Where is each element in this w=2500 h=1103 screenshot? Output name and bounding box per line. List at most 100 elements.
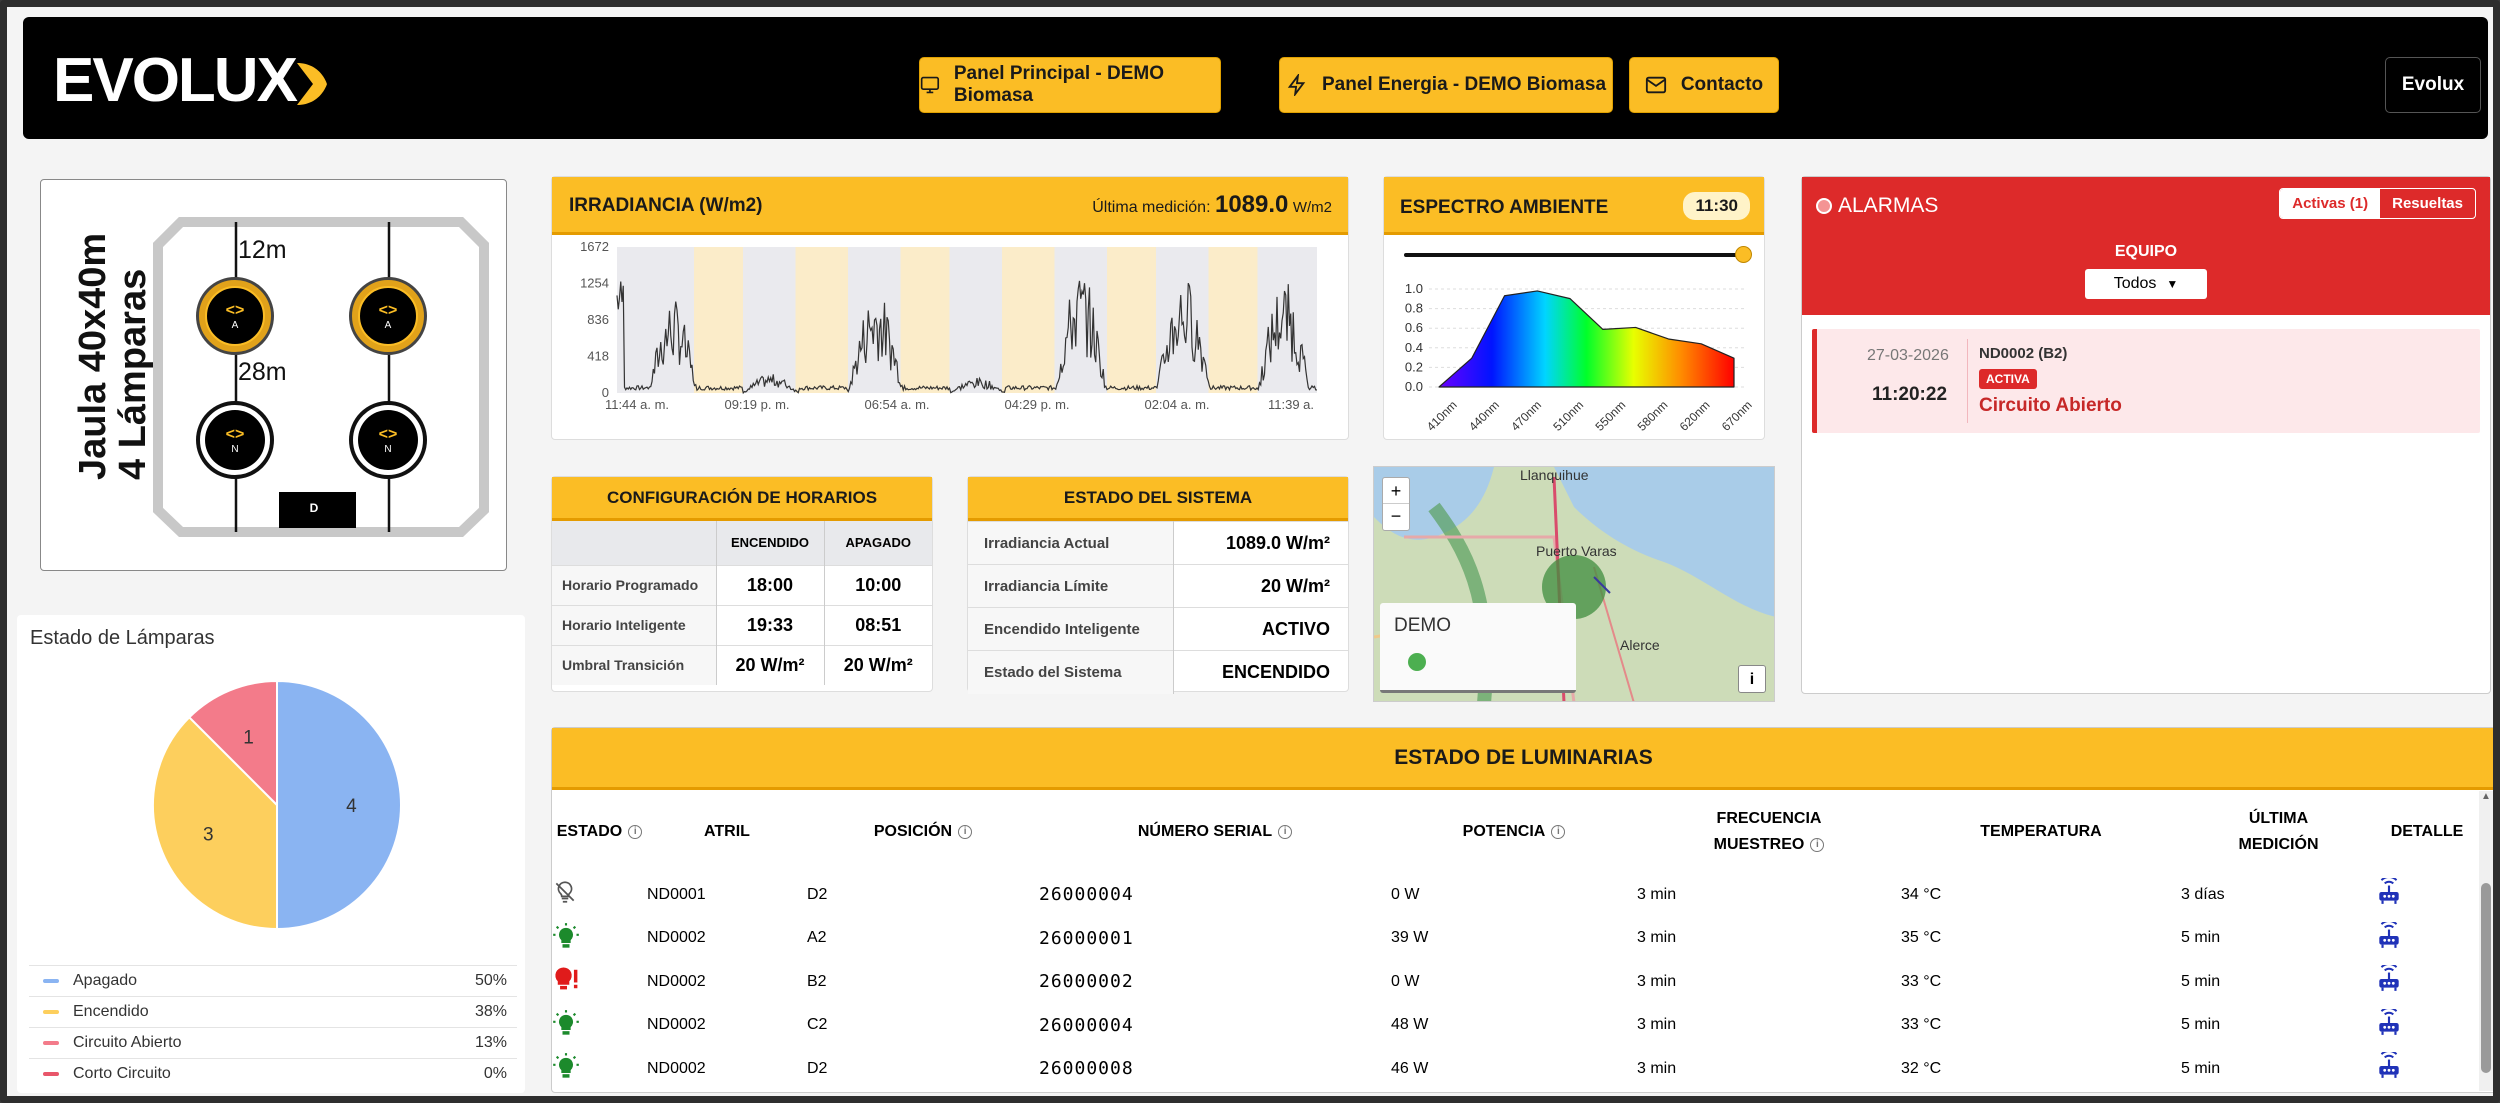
pie-slice-circuito-abierto[interactable] [187,679,278,808]
tab-resueltas[interactable]: Resueltas [2392,195,2463,212]
last-measure-cell: 5 min [2181,972,2221,990]
tab-activas[interactable]: Activas (1) [2280,189,2381,218]
y-tick-label: 0.2 [1405,359,1423,374]
temperature-cell: 35 °C [1901,929,1942,947]
atril-cell: ND0002 [647,1059,706,1077]
alarm-item[interactable]: 27-03-2026 11:20:22 ND0002 (B2) ACTIVA C… [1812,329,2480,433]
legend-item[interactable]: Encendido 38% [29,996,517,1027]
spectrum-time-slider[interactable] [1404,246,1752,263]
column-header[interactable]: NÚMERO SERIAL i [1039,791,1391,873]
last-measure-cell: 5 min [2181,929,2221,947]
detail-cell[interactable] [2376,1004,2478,1048]
pie-slice-encendido[interactable] [152,715,278,931]
scroll-thumb[interactable] [2481,883,2491,1073]
column-header[interactable]: DETALLE [2376,791,2478,873]
detail-device-icon[interactable] [2376,963,2402,993]
lamp-n-left[interactable]: <> N [196,401,274,479]
irradiance-series-line [616,280,1318,395]
detail-device-icon[interactable] [2376,919,2402,950]
alarms-title: ALARMAS [1838,194,1939,217]
detail-device-icon[interactable] [2376,876,2402,906]
nav-panel-energia-button[interactable]: Panel Energia - DEMO Biomasa [1279,57,1613,113]
zoom-in-button[interactable]: + [1383,478,1409,504]
map-info-button[interactable]: i [1738,665,1766,693]
lamp-a-left[interactable]: <> A [196,277,274,355]
x-tick-label: 02:04 a. m. [1144,397,1209,412]
nav-label: Panel Energia - DEMO Biomasa [1321,74,1607,95]
frequency-cell: 3 min [1637,929,1677,947]
dim-top-label: 12m [238,236,287,264]
slider-thumb[interactable] [1735,246,1752,263]
location-map[interactable]: Llanquihue Puerto Varas Alerce + − DEMO … [1373,466,1775,702]
detail-cell[interactable] [2376,1047,2478,1091]
system-row-label: Irradiancia Actual [968,521,1174,565]
day-band [1107,247,1156,393]
detail-device-icon[interactable] [2376,1006,2402,1037]
x-tick-label: 06:54 a. m. [864,397,929,412]
cage-layout-card: Jaula 40x40m 4 Lámparas 40 m 12m 28m D <… [40,179,507,571]
x-tick-label: 440nm [1466,398,1502,434]
system-row-value: 20 W/m² [1173,564,1348,608]
nav-panel-principal-button[interactable]: Panel Principal - DEMO Biomasa [919,57,1221,113]
info-icon[interactable]: i [628,824,643,839]
legend-swatch [43,1041,59,1045]
legend-item[interactable]: Corto Circuito 0% [29,1058,517,1089]
atril-cell: ND0002 [647,929,706,947]
legend-label: Encendido [73,1003,149,1020]
column-header[interactable]: ATRIL [647,791,807,873]
column-header[interactable]: FRECUENCIA MUESTREO i [1637,791,1901,873]
detail-cell[interactable] [2376,873,2478,917]
atril-cell: ND0002 [647,1016,706,1034]
table-scrollbar[interactable]: ▲ [2479,791,2493,1091]
position-cell: B2 [807,972,827,990]
scroll-up-arrow[interactable]: ▲ [2481,791,2491,802]
schedule-row: Umbral Transición 20 W/m² 20 W/m² [552,644,932,685]
column-header[interactable]: ÚLTIMA MEDICIÓN [2181,791,2376,873]
spectrum-chart: 1.00.80.60.40.20.0 410nm 440nm 470nm 510nm 5… [1405,281,1755,434]
lamp-label: N [231,443,239,455]
col-encendido: ENCENDIDO [716,521,825,565]
day-band [1208,247,1258,393]
table-row[interactable]: ND0002 C2 26000004 48 W 3 min 33 °C 5 mi… [552,1004,2478,1048]
info-icon[interactable]: i [1278,824,1293,839]
legend-pct: 0% [483,1065,507,1082]
table-row[interactable]: ND0002 D2 26000008 46 W 3 min 32 °C 5 mi… [552,1047,2478,1091]
column-header[interactable]: POTENCIA i [1391,791,1637,873]
x-tick-label: 550nm [1592,398,1628,434]
column-header[interactable]: ESTADO i [552,791,647,873]
cage-diagram: 40 m [153,217,489,537]
frequency-cell: 3 min [1637,1059,1677,1077]
detail-device-icon[interactable] [2376,1050,2402,1080]
legend-item[interactable]: Circuito Abierto 13% [29,1027,517,1058]
detail-cell[interactable] [2376,960,2478,1004]
table-row[interactable]: ND0001 D2 26000004 0 W 3 min 34 °C 3 día… [552,873,2478,917]
table-row[interactable]: ND0002 A2 26000001 39 W 3 min 35 °C 5 mi… [552,917,2478,961]
last-measure-unit: W/m2 [1292,199,1332,216]
legend-item[interactable]: Apagado 50% [29,965,517,996]
position-cell: C2 [807,1016,828,1034]
detail-cell[interactable] [2376,917,2478,961]
pie-slice-label: 4 [346,796,357,817]
equipo-select[interactable]: Todos ▼ [2085,269,2207,299]
alarm-message: Circuito Abierto [1979,395,2122,416]
column-header[interactable]: POSICIÓN i [807,791,1039,873]
legend-pct: 13% [474,1034,507,1051]
schedule-table: ENCENDIDO APAGADO Horario Programado 18:… [552,521,932,685]
x-tick-label: 620nm [1677,398,1713,434]
info-icon[interactable]: i [958,824,973,839]
spectrum-area [1438,290,1735,388]
evolux-logo[interactable]: EVOLUX [53,46,298,115]
y-tick-label: 1254 [580,276,609,291]
column-header[interactable]: TEMPERATURA [1901,791,2181,873]
lamp-n-right[interactable]: <> N [349,401,427,479]
legend-swatch [43,1072,59,1076]
y-tick-label: 836 [587,312,609,327]
table-row[interactable]: ND0002 B2 26000002 0 W 3 min 33 °C 5 min [552,960,2478,1004]
info-icon[interactable]: i [1551,824,1566,839]
nav-contacto-button[interactable]: Contacto [1629,57,1779,113]
user-menu-button[interactable]: Evolux [2385,57,2481,113]
pie-slice-apagado[interactable] [276,679,402,931]
info-icon[interactable]: i [1810,837,1825,852]
zoom-out-button[interactable]: − [1390,506,1402,526]
lamp-a-right[interactable]: <> A [349,277,427,355]
